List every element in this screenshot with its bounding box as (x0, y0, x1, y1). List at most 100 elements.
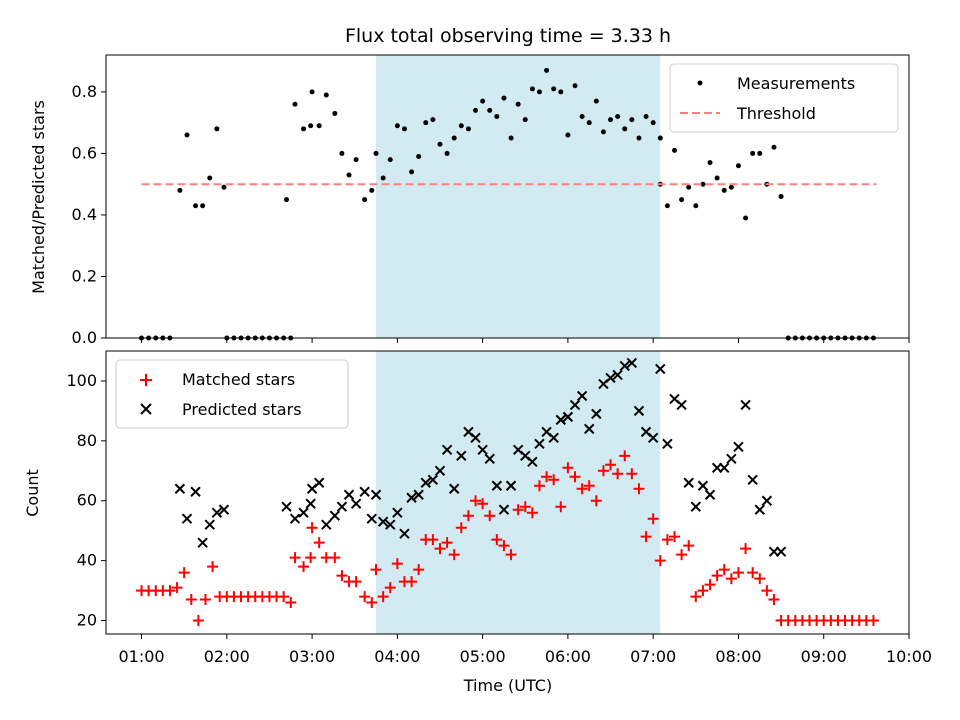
predicted-star-point (491, 480, 503, 491)
legend-label-measurements: Measurements (737, 74, 855, 93)
measurement-point (600, 129, 606, 135)
predicted-star-point (605, 372, 616, 384)
measurement-point (757, 150, 763, 156)
top-panel-x-ticks (141, 338, 910, 343)
predicted-star-point (211, 507, 223, 518)
matched-star-point (192, 615, 204, 627)
measurement-point (437, 141, 443, 147)
predicted-star-point (690, 501, 702, 512)
top-panel-frame (105, 54, 910, 339)
predicted-star-point (321, 519, 332, 530)
measurement-point (494, 114, 500, 120)
top-panel-shaded-span (376, 55, 661, 338)
predicted-star-point (406, 492, 417, 503)
matched-star-point (683, 540, 695, 552)
measurement-point (622, 126, 628, 132)
measurement-point (332, 110, 338, 116)
matched-star-point (491, 534, 503, 546)
matched-star-point (441, 537, 453, 549)
y-tick-label: 100 (66, 371, 97, 390)
matched-star-point (329, 552, 341, 564)
predicted-star-point (218, 504, 230, 515)
matched-star-point (336, 570, 348, 582)
measurement-point (430, 117, 436, 123)
y-tick-label: 60 (77, 491, 97, 510)
matched-star-point (867, 615, 879, 627)
measurement-point (301, 126, 307, 132)
predicted-star-point (305, 498, 316, 509)
measurement-point (473, 107, 479, 113)
matched-star-point (633, 483, 645, 495)
predicted-star-point (448, 483, 460, 494)
predicted-star-point (569, 399, 581, 411)
y-tick-label: 20 (77, 611, 97, 630)
predicted-star-point (775, 546, 787, 557)
x-tick-label: 06:00 (545, 647, 591, 666)
predicted-star-point (548, 432, 559, 444)
measurement-point (529, 86, 535, 92)
predicted-star-point (392, 507, 403, 518)
matched-star-point (740, 543, 752, 555)
matched-star-point (391, 558, 403, 570)
matched-star-point (612, 468, 624, 480)
matched-star-point (285, 597, 297, 609)
matched-star-point (178, 567, 190, 579)
measurement-point (728, 184, 734, 190)
predicted-star-point (576, 390, 588, 402)
measurement-point (536, 89, 542, 95)
measurement-point (771, 144, 777, 150)
predicted-star-point (477, 444, 488, 456)
predicted-star-point (434, 465, 446, 476)
predicted-star-point (697, 480, 709, 491)
matched-star-point (654, 555, 666, 567)
measurement-point (565, 132, 571, 138)
measurement-point (401, 126, 407, 132)
matched-star-point (185, 594, 197, 606)
bottom-panel-shaded-span (376, 351, 661, 634)
measurement-point (650, 120, 656, 126)
measurement-point (292, 101, 298, 107)
measurement-point (586, 120, 592, 126)
predicted-star-point (420, 477, 431, 488)
predicted-star-point (377, 516, 389, 527)
x-tick-label: 10:00 (886, 647, 932, 666)
y-tick-label: 0.0 (72, 328, 97, 347)
y-tick-label: 0.4 (72, 205, 97, 224)
y-tick-label: 0.2 (72, 266, 97, 285)
predicted-star-point (534, 438, 545, 450)
predicted-star-point (619, 360, 630, 372)
x-tick-label: 02:00 (204, 647, 250, 666)
predicted-star-point (527, 456, 538, 468)
measurement-point (693, 203, 699, 209)
matched-star-point (305, 552, 317, 564)
measurement-point (679, 197, 685, 203)
predicted-star-point (441, 444, 453, 456)
matched-star-point (548, 474, 560, 486)
matched-star-point (278, 591, 290, 603)
predicted-star-point (647, 432, 659, 444)
measurement-point (200, 203, 206, 209)
x-tick-label: 05:00 (460, 647, 506, 666)
predicted-star-point (591, 408, 602, 420)
legend-label-predicted-stars: Predicted stars (182, 400, 302, 419)
predicted-star-point (281, 501, 292, 512)
predicted-star-point (370, 489, 382, 500)
matched-star-point (533, 480, 545, 492)
matched-star-point (448, 549, 460, 561)
measurement-point (714, 175, 720, 181)
predicted-star-point (336, 501, 348, 512)
matched-star-point (562, 462, 574, 474)
matched-star-point (207, 561, 219, 573)
measurement-point (416, 154, 422, 160)
predicted-star-point (683, 477, 694, 488)
measurement-point (323, 92, 329, 98)
matched-star-point (747, 567, 759, 579)
matched-star-point (690, 591, 702, 603)
predicted-star-point (413, 489, 424, 500)
matched-star-point (455, 522, 467, 534)
matched-star-point (718, 564, 730, 576)
measurement-point (664, 203, 670, 209)
measurement-point (394, 123, 400, 129)
measurement-point (177, 187, 183, 193)
